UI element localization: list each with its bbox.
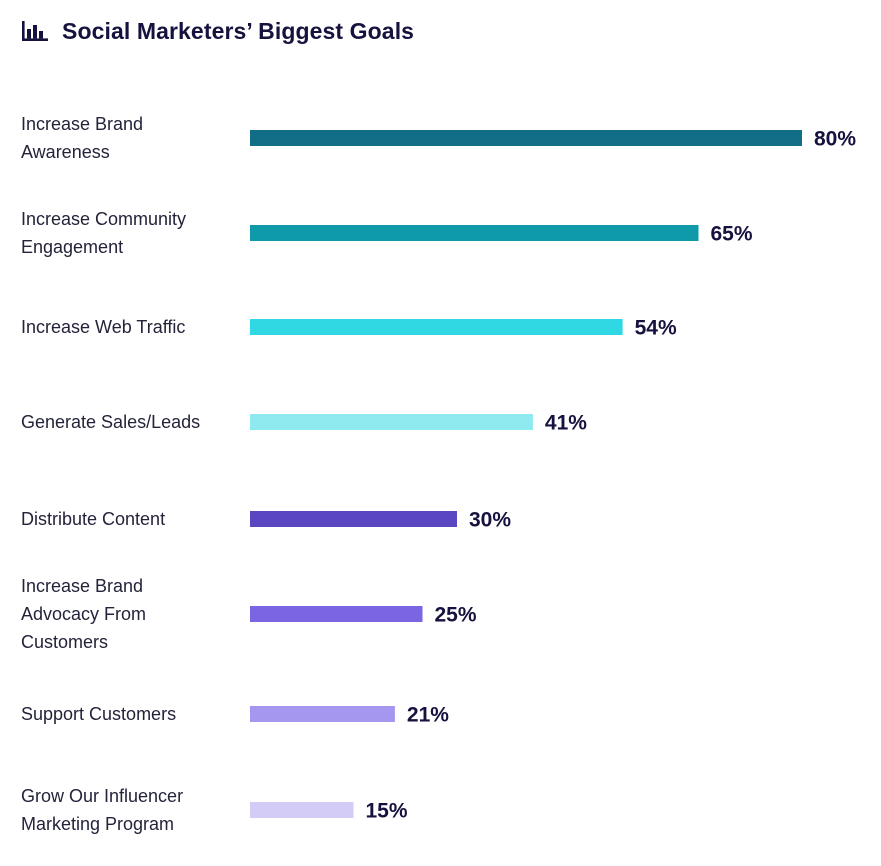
value-label: 54% (635, 317, 677, 340)
bar (250, 319, 623, 335)
value-label: 41% (545, 412, 587, 435)
category-label: Increase Brand Awareness (21, 114, 143, 162)
bar-chart-icon (22, 21, 48, 41)
category-label: Increase Community Engagement (21, 209, 186, 257)
category-label: Distribute Content (21, 509, 165, 529)
value-label: 80% (814, 128, 856, 151)
category-label: Grow Our Influencer Marketing Program (21, 786, 183, 834)
category-label: Increase Web Traffic (21, 317, 185, 337)
value-label: 30% (469, 509, 511, 532)
bar (250, 225, 699, 241)
category-label: Generate Sales/Leads (21, 412, 200, 432)
bar (250, 130, 802, 146)
bar (250, 511, 457, 527)
value-label: 21% (407, 704, 449, 727)
chart-header: Social Marketers’ Biggest Goals (22, 14, 414, 48)
chart-title: Social Marketers’ Biggest Goals (62, 17, 415, 44)
value-label: 15% (366, 800, 408, 823)
bar (250, 802, 354, 818)
category-label: Increase Brand Advocacy From Customers (21, 576, 146, 652)
bar (250, 606, 423, 622)
bar (250, 706, 395, 722)
bar (250, 414, 533, 430)
value-label: 65% (711, 223, 753, 246)
category-label: Support Customers (21, 704, 176, 724)
value-label: 25% (435, 604, 477, 627)
